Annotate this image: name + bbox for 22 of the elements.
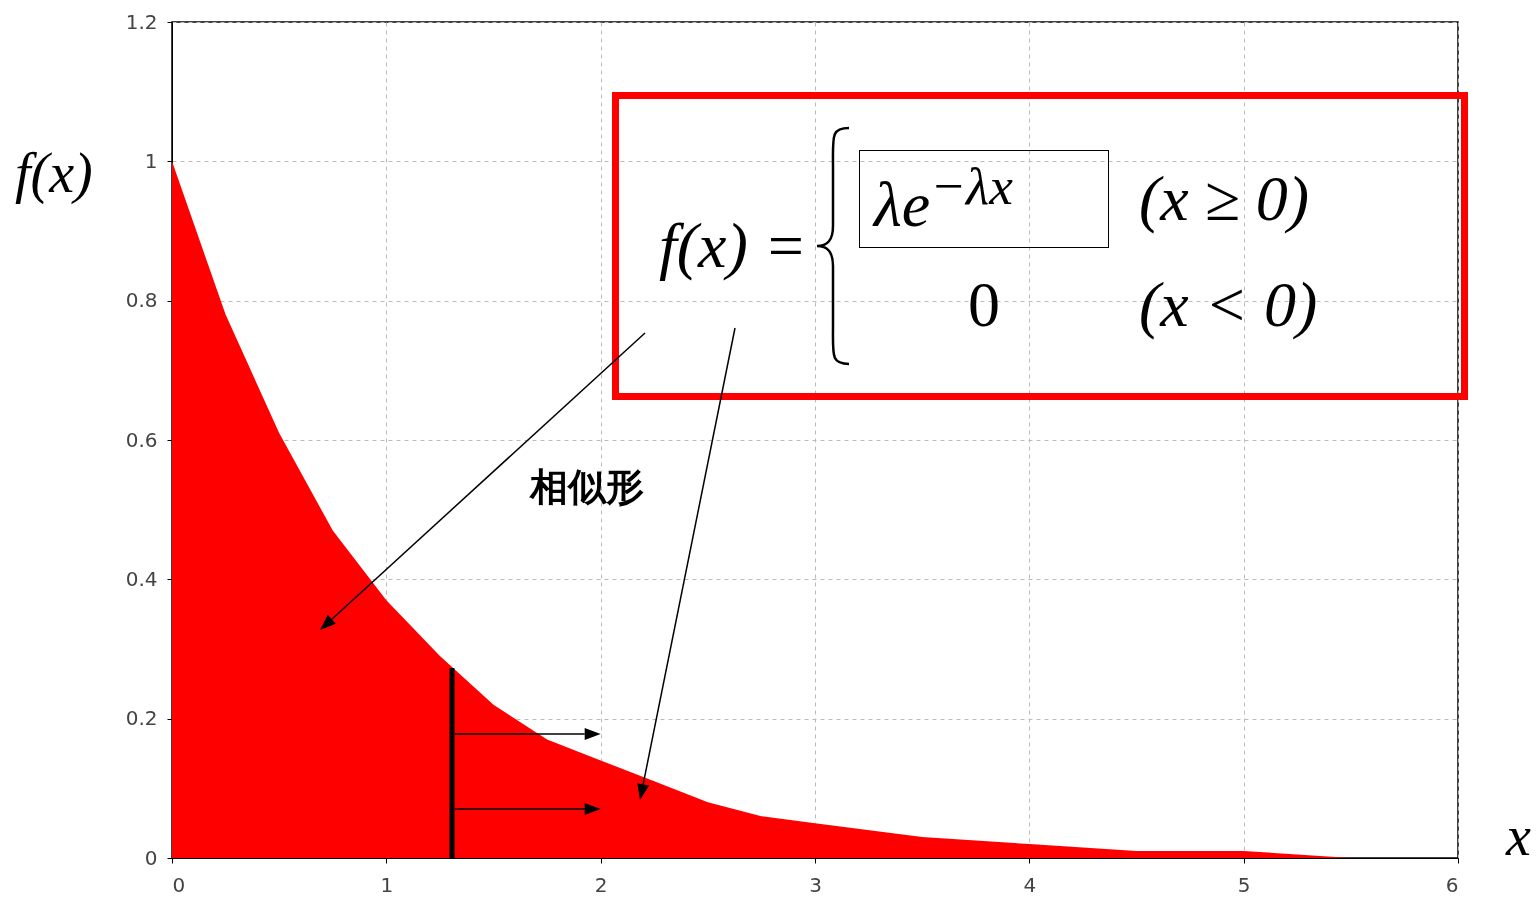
y-tick-label: 0.2 [125,706,158,731]
x-tick-label: 0 [172,872,186,897]
y-axis-title: f(x) [15,142,93,205]
x-tick-label: 6 [1445,872,1459,897]
y-tick-label: 0.8 [125,288,158,313]
x-axis-title: x [1505,805,1531,867]
y-tick-label: 1 [144,148,158,173]
y-tick-label: 0.4 [125,566,158,591]
annotation: f(x) = [659,209,807,283]
annotation: λe$^{−λx}$ [859,150,1109,248]
x-tick-label: 3 [809,872,822,897]
x-tick-label: 5 [1237,872,1251,897]
annotation: 相似形 [530,464,644,511]
y-tick-label: 1.2 [125,9,158,34]
annotation: (x < 0) [1139,267,1319,342]
x-tick-label: 2 [594,872,608,897]
annotation: (x ≥ 0) [1139,162,1311,236]
y-tick-label: 0 [144,845,158,870]
x-tick-label: 4 [1023,872,1037,897]
y-tick-label: 0.6 [125,427,158,452]
x-tick-label: 1 [380,872,394,897]
annotation: 0 [967,267,1001,342]
